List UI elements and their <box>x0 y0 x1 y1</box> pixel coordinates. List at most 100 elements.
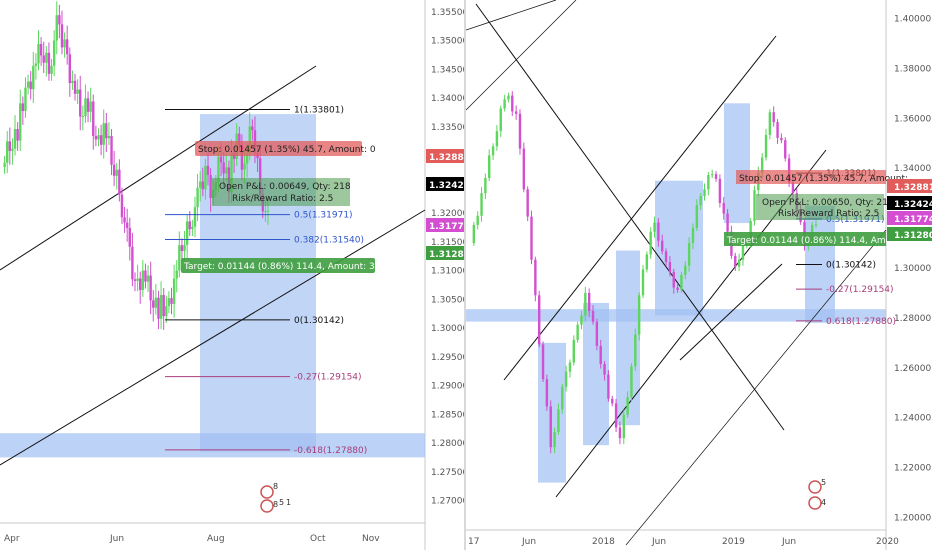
candle-body <box>561 386 564 410</box>
candle-body <box>79 89 82 117</box>
candle-body <box>668 262 672 272</box>
candle-body <box>6 141 9 163</box>
price-marker <box>887 227 932 241</box>
risk-reward-label: Risk/Reward Ratio: 2.5 <box>232 194 333 204</box>
candle-body <box>258 158 262 195</box>
price-tick-label: 1.22000 <box>894 464 931 474</box>
candle-body <box>780 137 783 141</box>
candle-body <box>159 295 163 319</box>
event-count: 8 <box>273 482 278 491</box>
candle-body <box>50 65 53 74</box>
candle-body <box>472 224 476 244</box>
range-box[interactable] <box>724 103 750 224</box>
candle-body <box>557 409 560 433</box>
candle-body <box>622 414 625 439</box>
price-tick-label: 1.35500 <box>431 8 466 18</box>
candle-body <box>266 210 270 212</box>
price-tick-label: 1.30500 <box>431 295 466 305</box>
candle-body <box>29 81 32 90</box>
candle-body <box>772 112 775 123</box>
time-tick-label: Jun <box>651 537 666 547</box>
price-tick-label: 1.24000 <box>894 414 931 424</box>
candle-body <box>8 141 12 151</box>
time-tick-label: Jun <box>521 537 536 547</box>
target-label-bg <box>724 232 886 246</box>
candle-body <box>484 178 487 194</box>
candle-body <box>703 189 706 197</box>
time-tick-label: Apr <box>4 534 20 544</box>
candle-body <box>545 379 549 407</box>
candle-body <box>680 274 683 290</box>
price-marker <box>426 149 466 163</box>
candle-body <box>645 254 649 270</box>
candle-body <box>60 24 64 48</box>
candle-body <box>230 153 233 193</box>
candle-body <box>139 278 142 291</box>
channel-top[interactable] <box>466 0 577 111</box>
calendar-flag-icon[interactable] <box>808 496 822 510</box>
candle-body <box>65 39 69 55</box>
trendline-lower[interactable] <box>0 209 426 466</box>
risk-reward-label: Risk/Reward Ratio: 2.5 <box>778 209 879 219</box>
calendar-flag-icon[interactable] <box>260 485 274 499</box>
candle-body <box>11 148 14 151</box>
candle-body <box>92 101 95 136</box>
calendar-flag-icon[interactable] <box>808 480 822 494</box>
panel-divider[interactable] <box>464 0 466 550</box>
target-label-bg <box>181 258 375 273</box>
candle-body <box>503 99 506 109</box>
diagonal-line-up[interactable] <box>679 263 783 361</box>
candle-body <box>107 135 111 139</box>
candle-body <box>691 227 695 244</box>
candle-body <box>248 126 251 154</box>
candle-body <box>264 211 267 213</box>
candle-body <box>99 135 103 145</box>
candle-body <box>488 155 491 179</box>
candle-body <box>737 259 741 267</box>
candle-body <box>141 270 145 291</box>
candle-body <box>614 403 618 428</box>
candle-body <box>630 366 633 398</box>
diagonal-line-down[interactable] <box>475 3 785 431</box>
channel-line[interactable] <box>466 0 557 31</box>
candle-body <box>653 222 656 232</box>
candle-body <box>120 194 124 218</box>
candle-body <box>240 144 244 170</box>
event-count: 5 <box>279 498 284 507</box>
price-tick-label: 1.29500 <box>431 353 466 363</box>
right-price-chart[interactable]: 1.400001.380001.360001.340001.320001.300… <box>466 0 932 550</box>
candle-body <box>24 87 27 112</box>
candle-body <box>637 295 641 335</box>
price-marker-label: 1.32881 <box>894 183 932 193</box>
candle-body <box>722 202 725 214</box>
event-count: 8 <box>273 500 278 509</box>
candle-body <box>607 374 610 399</box>
fib-level-label: 0.5(1.31971) <box>294 211 353 221</box>
fib-level-label: 0(1.30142) <box>294 316 344 326</box>
candle-body <box>110 135 113 165</box>
price-marker-label: 1.31775 <box>429 222 466 232</box>
candle-body <box>76 89 79 94</box>
fib-level-label: 0.618(1.27880) <box>826 317 896 327</box>
calendar-flag-icon[interactable] <box>260 499 274 513</box>
candle-body <box>687 243 691 266</box>
candle-body <box>649 231 652 255</box>
left-price-chart[interactable]: 1.355001.350001.345001.340001.335001.330… <box>0 0 466 550</box>
candle-body <box>175 270 178 279</box>
price-marker-label: 1.31774 <box>894 215 932 225</box>
candle-body <box>584 292 587 316</box>
candle-body <box>105 123 108 139</box>
trendline-upper[interactable] <box>0 65 317 271</box>
candle-body <box>13 129 17 149</box>
channel-outer[interactable] <box>625 229 887 546</box>
candle-body <box>52 40 56 66</box>
candle-body <box>21 103 25 112</box>
candle-body <box>157 297 160 319</box>
channel-upper[interactable] <box>503 35 777 381</box>
candle-body <box>676 287 679 290</box>
price-tick-label: 1.31000 <box>431 267 466 277</box>
candle-body <box>68 54 72 84</box>
price-tick-label: 1.26000 <box>894 364 931 374</box>
candle-body <box>695 205 699 228</box>
